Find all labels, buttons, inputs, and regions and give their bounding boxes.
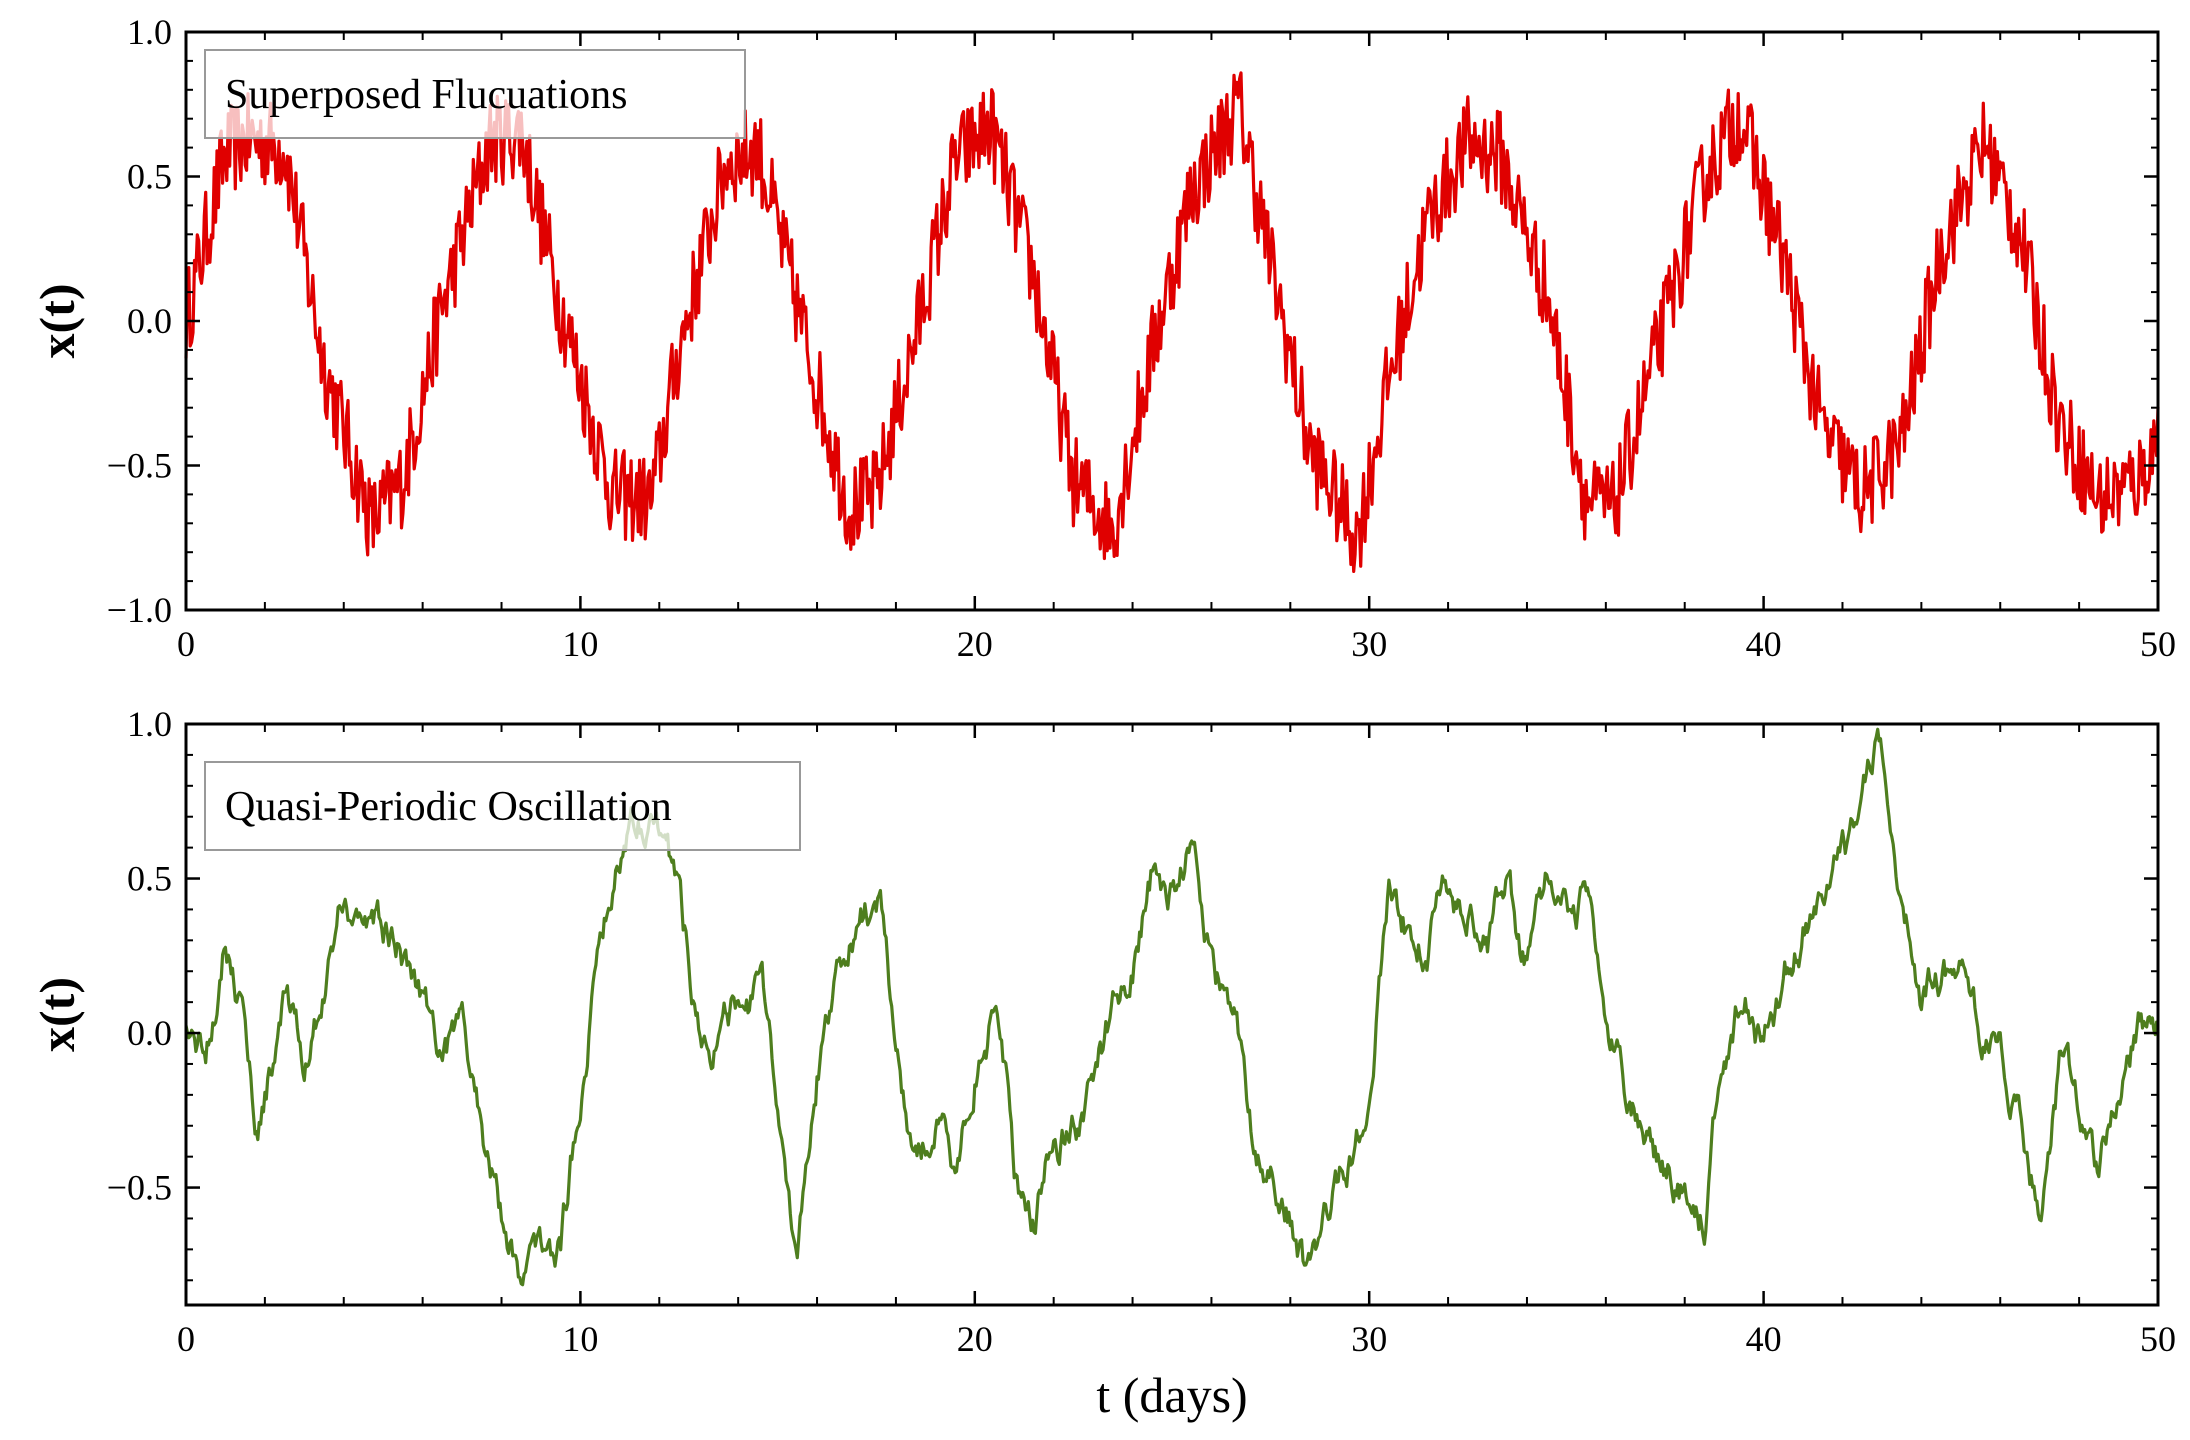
x-tick-label: 40 xyxy=(1746,624,1782,664)
x-tick-label: 20 xyxy=(957,1319,993,1359)
top-legend-label: Superposed Flucuations xyxy=(225,72,627,118)
y-tick-label: 0.0 xyxy=(127,301,172,341)
x-tick-label: 10 xyxy=(562,624,598,664)
y-tick-label: 0.5 xyxy=(127,859,172,899)
y-tick-label: 1.0 xyxy=(127,704,172,744)
bottom-xlabel: t (days) xyxy=(1096,1367,1247,1423)
y-tick-label: 0.5 xyxy=(127,157,172,197)
bottom-series-line xyxy=(184,727,2160,1287)
y-tick-label: 1.0 xyxy=(127,12,172,52)
top-panel: 0 10 20 30 40 50 −1.0 −0.5 0.0 0.5 1.0 x(t) Superp… xyxy=(29,12,2176,664)
x-tick-label: 50 xyxy=(2140,624,2176,664)
top-series-line xyxy=(184,71,2160,573)
x-tick-label: 0 xyxy=(177,1319,195,1359)
x-tick-label: 30 xyxy=(1351,624,1387,664)
top-legend-box xyxy=(204,49,746,139)
y-tick-label: −0.5 xyxy=(107,446,172,486)
bottom-legend: Quasi-Periodic Oscillation xyxy=(204,761,801,851)
y-tick-label: 0.0 xyxy=(127,1013,172,1053)
x-tick-label: 40 xyxy=(1746,1319,1782,1359)
x-tick-label: 50 xyxy=(2140,1319,2176,1359)
top-legend: Superposed Flucuations xyxy=(204,49,746,139)
x-tick-label: 20 xyxy=(957,624,993,664)
y-tick-label: −0.5 xyxy=(107,1168,172,1208)
x-tick-label: 10 xyxy=(562,1319,598,1359)
top-ylabel: x(t) xyxy=(29,284,85,359)
y-tick-label: −1.0 xyxy=(107,590,172,630)
x-tick-label: 30 xyxy=(1351,1319,1387,1359)
bottom-panel: 0 10 20 30 40 50 −0.5 0.0 0.5 1.0 x(t) t (days) Q… xyxy=(29,704,2176,1423)
bottom-legend-label: Quasi-Periodic Oscillation xyxy=(225,784,672,830)
bottom-axes-frame xyxy=(184,722,2160,1307)
bottom-ylabel: x(t) xyxy=(29,977,85,1052)
x-tick-label: 0 xyxy=(177,624,195,664)
bottom-legend-box xyxy=(204,761,801,851)
